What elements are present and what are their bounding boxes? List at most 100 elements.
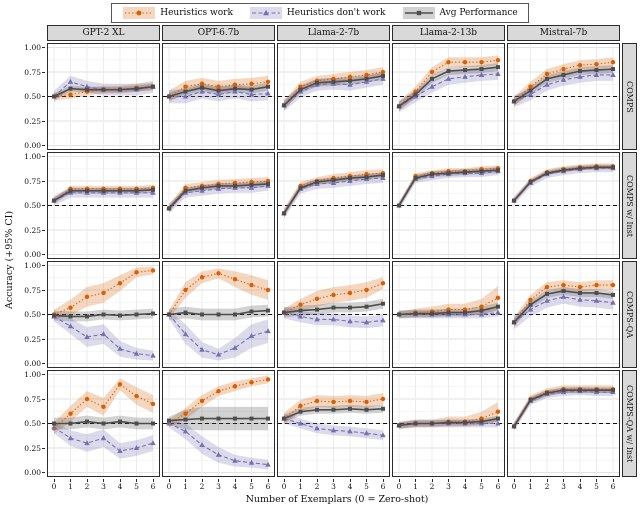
facet-column-header-opt-6-7b: OPT-6.7b [162,25,275,41]
x-tick-mark [398,479,400,482]
legend-item-avg-performance: Avg Performance [402,6,518,20]
y-tick-labels: 0.00 0.25 0.50 0.75 1.00 [18,261,45,368]
panel-comps-w-inst-opt-6-7b [162,152,275,259]
y-tick-mark [42,314,45,315]
legend: Heuristics work Heuristics don't work Av… [0,3,640,23]
x-tick-label: 5 [134,482,139,491]
y-tick-mark [42,289,45,291]
facet-column-header-llama-2-7b: Llama-2-7b [277,25,390,41]
x-tick-label: 4 [117,482,123,491]
y-tick-label: 1.00 [24,370,41,379]
x-tick-label: 5 [249,482,254,491]
x-tick-label: 6 [265,482,271,491]
y-tick-mark [42,374,45,375]
x-tick-mark [234,479,236,482]
y-axis-label: Accuracy (+95% CI) [4,210,15,310]
x-tick-label: 3 [561,482,566,491]
x-tick-label: 0 [166,482,172,491]
y-tick-mark [42,423,45,424]
legend-box: Heuristics work Heuristics don't work Av… [111,3,529,23]
x-tick-mark [349,479,351,482]
y-tick-mark [42,254,45,255]
plot-grid: Accuracy (+95% CI) GPT-2 XL OPT-6.7b Llama… [0,25,640,493]
panel-comps-qa-w-inst-llama-2-13b [392,370,505,477]
x-tick-mark [431,479,433,482]
y-tick-mark [42,71,45,73]
x-tick-label: 3 [101,482,106,491]
x-tick-label: 6 [610,482,616,491]
x-tick-mark [201,479,203,482]
y-tick-mark [42,180,45,182]
facet-row-label-comps-qa-w-inst: COMPS-QA w/ Inst [622,370,637,477]
facet-row-label-comps-qa: COMPS-QA [622,261,637,368]
panel-comps-qa-mistral-7b [507,261,620,368]
y-tick-mark [42,47,45,48]
y-tick-labels: 0.00 0.25 0.50 0.75 1.00 [18,43,45,150]
x-tick-label: 2 [314,482,320,491]
x-tick-mark [546,479,548,482]
x-tick-mark [316,479,318,482]
facet-column-header-gpt-2-xl: GPT-2 XL [47,25,160,41]
x-tick-label: 4 [577,482,583,491]
y-tick-label: 0.25 [24,225,41,235]
y-tick-label: 0.75 [24,394,41,404]
panel-comps-llama-2-13b [392,43,505,150]
y-tick-label: 0.50 [24,201,41,210]
y-tick-labels: 0.00 0.25 0.50 0.75 1.00 [18,152,45,259]
x-tick-mark [168,479,170,482]
x-tick-label: 0 [396,482,402,491]
legend-label: Heuristics don't work [286,8,386,18]
x-tick-mark [579,479,581,482]
y-tick-mark [42,205,45,206]
y-tick-label: 1.00 [24,43,41,52]
y-tick-label: 0.00 [24,141,41,150]
x-tick-label: 0 [51,482,57,491]
x-tick-mark [152,479,154,482]
x-tick-mark [218,479,219,482]
y-tick-mark [42,338,45,340]
y-tick-label: 0.50 [24,92,41,101]
heuristics-dont-work-key-icon [249,6,283,20]
x-tick-mark [283,479,285,482]
y-tick-label: 0.00 [24,250,41,259]
x-tick-label: 3 [216,482,221,491]
x-tick-mark [300,479,301,482]
x-tick-label: 5 [364,482,369,491]
heuristics-work-key-icon [122,6,156,20]
x-tick-label: 5 [594,482,599,491]
x-tick-mark [70,479,71,482]
x-tick-label: 6 [150,482,156,491]
legend-item-heuristics-work: Heuristics work [122,6,233,20]
facet-column-header-mistral-7b: Mistral-7b [507,25,620,41]
y-tick-label: 0.50 [24,419,41,428]
x-tick-mark [119,479,121,482]
y-tick-mark [42,363,45,364]
panel-comps-qa-w-inst-llama-2-7b [277,370,390,477]
x-axis-label: Number of Exemplars (0 = Zero-shot) [245,494,429,505]
x-tick-labels: 0 1 2 3 4 5 6 [277,479,390,493]
x-tick-label: 2 [84,482,90,491]
avg-performance-key-icon [402,6,436,20]
x-tick-mark [53,479,55,482]
x-tick-mark [612,479,614,482]
x-tick-label: 4 [232,482,238,491]
x-tick-mark [366,479,367,482]
y-tick-label: 0.75 [24,285,41,295]
x-tick-label: 3 [446,482,451,491]
x-tick-label: 1 [413,482,418,491]
x-tick-mark [86,479,88,482]
x-tick-label: 4 [462,482,468,491]
y-tick-label: 1.00 [24,261,41,270]
y-tick-mark [42,265,45,266]
panel-comps-mistral-7b [507,43,620,150]
x-tick-labels: 0 1 2 3 4 5 6 [162,479,275,493]
x-tick-mark [563,479,564,482]
panel-comps-llama-2-7b [277,43,390,150]
x-tick-label: 6 [380,482,386,491]
legend-label: Heuristics work [160,8,233,18]
y-tick-label: 0.75 [24,67,41,77]
facet-row-label-comps: COMPS [622,43,637,150]
y-tick-mark [42,229,45,231]
y-tick-label: 0.50 [24,310,41,319]
